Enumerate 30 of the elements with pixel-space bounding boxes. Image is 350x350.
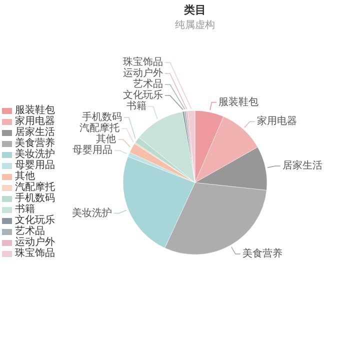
slice-label: 书籍 [126,100,146,112]
slice-label: 运动户外 [123,67,163,80]
slice-label: 美妆洗护 [72,206,112,219]
slice-label: 家用电器 [256,115,297,128]
legend-label: 手机数码 [15,193,55,204]
legend-label: 汽配摩托 [15,182,55,193]
slice-label: 母婴用品 [72,144,113,156]
legend-label: 其他 [15,171,35,182]
slice-label: 服装鞋包 [218,96,259,108]
slice-label: 珠宝饰品 [123,56,163,68]
chart-subtitle: 纯属虚构 [175,18,215,31]
legend-label: 服装鞋包 [15,105,55,116]
slice-label: 文化玩乐 [123,89,163,102]
legend-label: 文化玩乐 [15,215,55,226]
legend-label: 美妆洗护 [15,149,55,160]
legend-label: 母婴用品 [15,160,55,171]
legend-label: 运动户外 [15,237,55,248]
slice-label: 美食营养 [242,248,282,260]
slice-label: 手机数码 [82,111,122,124]
legend-label: 家用电器 [15,116,55,127]
legend-label: 艺术品 [15,226,45,237]
slice-label: 汽配摩托 [79,122,120,134]
slice-label: 艺术品 [133,78,163,90]
slice-label: 其他 [96,133,116,146]
chart-title: 类目 [183,3,206,16]
legend-label: 美食营养 [15,138,55,149]
slice-label: 居家生活 [282,160,322,172]
legend-label: 珠宝饰品 [15,248,55,259]
legend-label: 居家生活 [15,127,55,138]
legend-label: 书籍 [15,204,35,215]
